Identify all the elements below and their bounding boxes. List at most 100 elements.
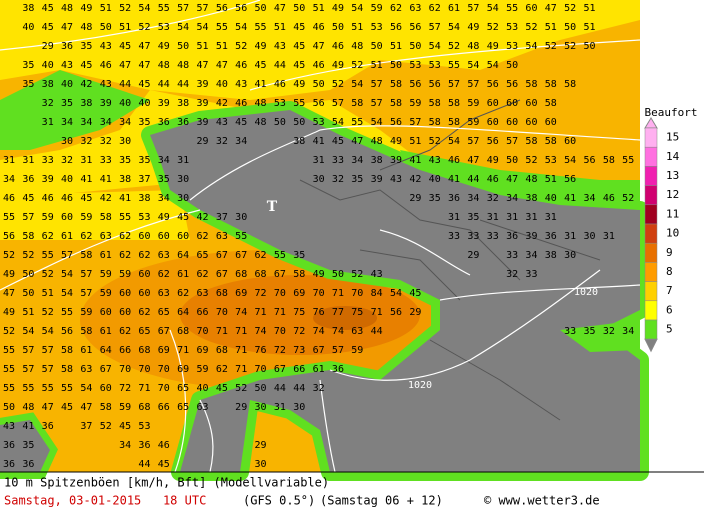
grid-value: 51 <box>22 307 34 318</box>
grid-value: 62 <box>390 3 402 14</box>
grid-value: 47 <box>351 136 363 147</box>
grid-value: 63 <box>196 288 208 299</box>
grid-value: 47 <box>119 60 131 71</box>
grid-value: 50 <box>100 22 112 33</box>
footer-copyright: © www.wetter3.de <box>484 494 600 508</box>
grid-value: 59 <box>100 269 112 280</box>
grid-value: 33 <box>525 269 537 280</box>
grid-value: 54 <box>351 79 363 90</box>
grid-value: 51 <box>274 22 286 33</box>
grid-value: 62 <box>216 364 228 375</box>
grid-value: 31 <box>22 155 34 166</box>
grid-value: 31 <box>487 212 499 223</box>
grid-value: 36 <box>545 231 557 242</box>
grid-value: 36 <box>3 459 15 470</box>
grid-value: 51 <box>371 60 383 71</box>
grid-value: 35 <box>351 174 363 185</box>
grid-value: 34 <box>158 193 170 204</box>
grid-value: 42 <box>196 212 208 223</box>
grid-value: 52 <box>332 79 344 90</box>
grid-value: 51 <box>390 41 402 52</box>
grid-value: 70 <box>138 364 150 375</box>
grid-value: 61 <box>100 250 112 261</box>
grid-value: 60 <box>158 231 170 242</box>
grid-value: 55 <box>506 3 518 14</box>
grid-value: 51 <box>313 3 325 14</box>
grid-value: 55 <box>42 383 54 394</box>
grid-value: 63 <box>100 231 112 242</box>
grid-value: 58 <box>293 269 305 280</box>
legend-label: 6 <box>666 303 673 316</box>
grid-value: 57 <box>371 98 383 109</box>
grid-value: 45 <box>61 402 73 413</box>
grid-value: 32 <box>100 136 112 147</box>
grid-value: 54 <box>390 288 402 299</box>
grid-value: 52 <box>545 41 557 52</box>
grid-value: 52 <box>487 22 499 33</box>
grid-value: 34 <box>80 117 92 128</box>
grid-value: 74 <box>332 326 344 337</box>
grid-value: 49 <box>332 3 344 14</box>
grid-value: 32 <box>80 136 92 147</box>
grid-value: 51 <box>216 41 228 52</box>
grid-value: 52 <box>22 250 34 261</box>
grid-value: 50 <box>22 269 34 280</box>
grid-value: 41 <box>313 136 325 147</box>
grid-value: 62 <box>42 231 54 242</box>
legend-swatch <box>644 242 658 263</box>
grid-value: 30 <box>255 459 267 470</box>
grid-value: 62 <box>119 250 131 261</box>
grid-value: 48 <box>80 22 92 33</box>
grid-value: 58 <box>448 117 460 128</box>
grid-value: 60 <box>100 307 112 318</box>
grid-value: 50 <box>332 269 344 280</box>
grid-value: 42 <box>216 98 228 109</box>
grid-value: 33 <box>332 155 344 166</box>
grid-value: 68 <box>216 288 228 299</box>
grid-value: 48 <box>61 3 73 14</box>
grid-value: 62 <box>80 231 92 242</box>
grid-value: 56 <box>235 3 247 14</box>
field-max <box>313 306 377 330</box>
grid-value: 46 <box>274 79 286 90</box>
field-green-3 <box>560 320 640 352</box>
grid-value: 46 <box>235 60 247 71</box>
grid-value: 50 <box>313 79 325 90</box>
grid-value: 31 <box>177 155 189 166</box>
grid-value: 46 <box>448 155 460 166</box>
grid-value: 29 <box>255 440 267 451</box>
grid-value: 54 <box>196 22 208 33</box>
grid-value: 55 <box>3 345 15 356</box>
grid-value: 46 <box>235 98 247 109</box>
grid-value: 36 <box>3 440 15 451</box>
legend-label: 12 <box>666 188 679 201</box>
grid-value: 40 <box>196 383 208 394</box>
grid-value: 48 <box>22 402 34 413</box>
grid-value: 66 <box>196 307 208 318</box>
grid-value: 62 <box>177 288 189 299</box>
grid-value: 34 <box>351 155 363 166</box>
grid-value: 57 <box>22 212 34 223</box>
grid-value: 41 <box>80 174 92 185</box>
legend-swatch <box>644 166 658 186</box>
grid-value: 59 <box>80 212 92 223</box>
legend: Beaufort 15 14 13 12 11 10 9 8 7 6 5 <box>644 106 697 353</box>
grid-value: 48 <box>351 41 363 52</box>
isobars <box>0 0 641 473</box>
grid-value: 70 <box>158 383 170 394</box>
grid-value: 44 <box>119 79 131 90</box>
grid-value: 39 <box>525 231 537 242</box>
footer-date: Samstag, 03-01-2015 18 UTC <box>4 494 206 508</box>
grid-value: 54 <box>448 22 460 33</box>
legend-label: 9 <box>666 246 673 259</box>
grid-value: 53 <box>371 22 383 33</box>
grid-value: 57 <box>80 269 92 280</box>
grid-value: 65 <box>177 402 189 413</box>
grid-value: 38 <box>545 250 557 261</box>
grid-value: 47 <box>61 22 73 33</box>
grid-value: 54 <box>61 269 73 280</box>
grid-value: 60 <box>100 383 112 394</box>
grid-value: 55 <box>3 364 15 375</box>
grid-value: 55 <box>119 212 131 223</box>
